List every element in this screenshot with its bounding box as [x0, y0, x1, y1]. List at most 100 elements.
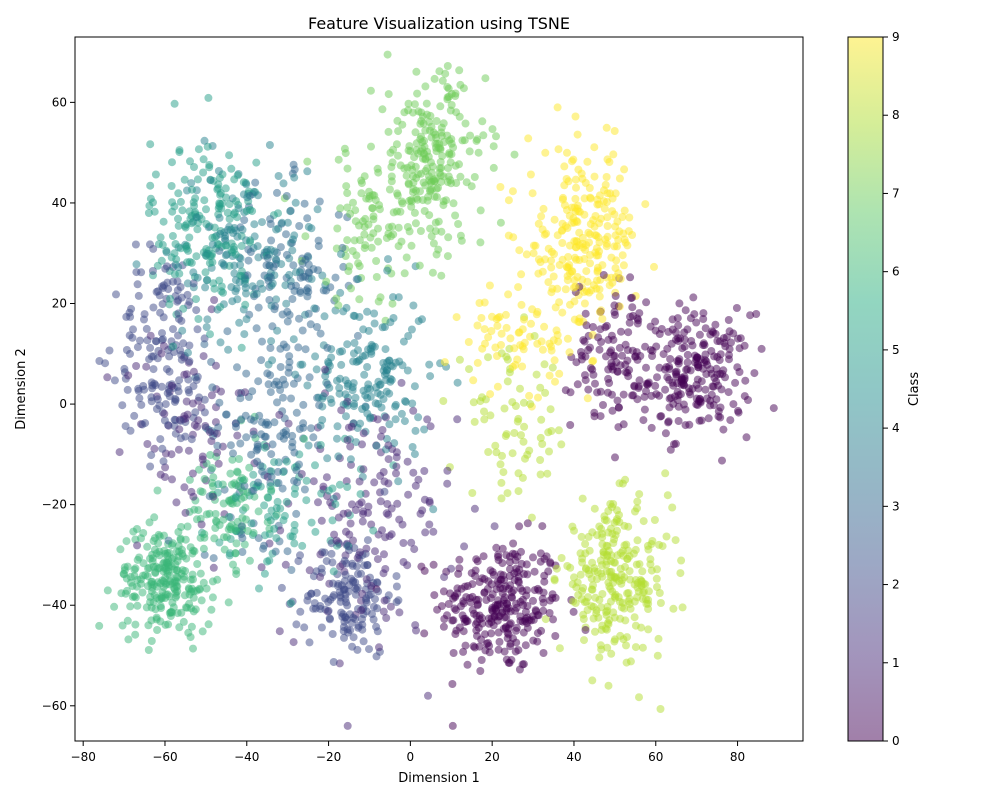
scatter-point — [647, 423, 656, 432]
scatter-point — [168, 232, 177, 240]
scatter-point — [481, 74, 490, 83]
scatter-point — [616, 274, 625, 283]
scatter-point — [366, 233, 375, 242]
scatter-point — [607, 253, 616, 262]
scatter-point — [599, 271, 608, 279]
scatter-point — [163, 590, 172, 599]
scatter-point — [135, 394, 144, 403]
scatter-point — [157, 349, 166, 358]
scatter-point — [570, 526, 578, 535]
scatter-point — [604, 578, 613, 587]
scatter-point — [400, 417, 409, 426]
scatter-point — [385, 420, 394, 429]
scatter-point — [146, 331, 155, 340]
scatter-point — [530, 332, 539, 340]
scatter-point — [610, 637, 619, 646]
scatter-point — [211, 510, 220, 518]
scatter-point — [164, 421, 173, 430]
scatter-point — [451, 211, 460, 220]
scatter-point — [298, 541, 307, 550]
scatter-point — [685, 420, 694, 429]
scatter-point — [253, 445, 262, 453]
scatter-point — [258, 337, 266, 346]
scatter-point — [289, 235, 297, 244]
x-tick-label: −60 — [152, 750, 177, 764]
scatter-point — [565, 348, 574, 357]
scatter-point — [423, 415, 432, 424]
scatter-point — [295, 222, 304, 230]
scatter-point — [146, 343, 155, 352]
scatter-point — [250, 232, 259, 241]
scatter-point — [342, 412, 350, 421]
scatter-point — [659, 350, 668, 359]
scatter-point — [276, 363, 285, 371]
scatter-point — [719, 334, 728, 343]
scatter-point — [242, 433, 251, 442]
scatter-point — [661, 385, 670, 394]
scatter-point — [270, 418, 279, 427]
scatter-point — [289, 335, 298, 344]
scatter-point — [443, 466, 452, 475]
scatter-point — [270, 524, 279, 533]
scatter-point — [160, 473, 169, 481]
scatter-point — [144, 646, 153, 654]
scatter-point — [383, 266, 392, 275]
scatter-point — [266, 220, 275, 228]
scatter-point — [440, 358, 449, 367]
scatter-point — [731, 378, 740, 387]
scatter-point — [544, 567, 553, 576]
scatter-point — [307, 589, 316, 598]
scatter-point — [122, 346, 131, 354]
scatter-point — [522, 250, 531, 259]
scatter-point — [407, 538, 416, 547]
scatter-point — [282, 497, 291, 506]
scatter-point — [455, 555, 464, 564]
scatter-point — [294, 343, 303, 352]
scatter-point — [267, 236, 276, 245]
scatter-point — [439, 622, 448, 631]
scatter-point — [631, 545, 640, 554]
scatter-point — [607, 358, 616, 367]
scatter-point — [384, 127, 393, 136]
scatter-point — [282, 457, 291, 466]
scatter-point — [581, 540, 590, 548]
scatter-point — [384, 510, 393, 519]
scatter-point — [519, 437, 528, 446]
scatter-point — [141, 419, 150, 428]
scatter-point — [237, 242, 246, 250]
scatter-point — [169, 277, 177, 286]
scatter-point — [609, 608, 618, 617]
scatter-point — [563, 148, 571, 157]
scatter-point — [651, 326, 660, 335]
scatter-point — [327, 549, 336, 558]
scatter-point — [103, 586, 112, 595]
scatter-point — [466, 131, 475, 140]
scatter-point — [439, 397, 448, 405]
scatter-point — [497, 494, 506, 503]
scatter-point — [502, 551, 511, 560]
scatter-point — [231, 276, 240, 285]
scatter-point — [492, 605, 501, 614]
scatter-point — [255, 584, 263, 593]
scatter-point — [103, 373, 112, 382]
scatter-point — [292, 268, 300, 277]
scatter-point — [202, 510, 211, 519]
scatter-point — [218, 259, 227, 268]
scatter-point — [537, 626, 546, 635]
scatter-point — [394, 477, 403, 486]
scatter-point — [362, 194, 371, 203]
scatter-point — [162, 365, 171, 374]
scatter-point — [206, 330, 214, 339]
scatter-point — [203, 142, 212, 151]
scatter-point — [128, 582, 137, 591]
scatter-point — [603, 643, 612, 652]
scatter-point — [683, 350, 692, 359]
scatter-point — [262, 261, 271, 270]
scatter-point — [493, 382, 502, 391]
scatter-point — [202, 252, 211, 261]
scatter-point — [300, 485, 309, 494]
scatter-point — [695, 395, 704, 404]
scatter-point — [253, 457, 262, 466]
scatter-point — [455, 355, 464, 364]
